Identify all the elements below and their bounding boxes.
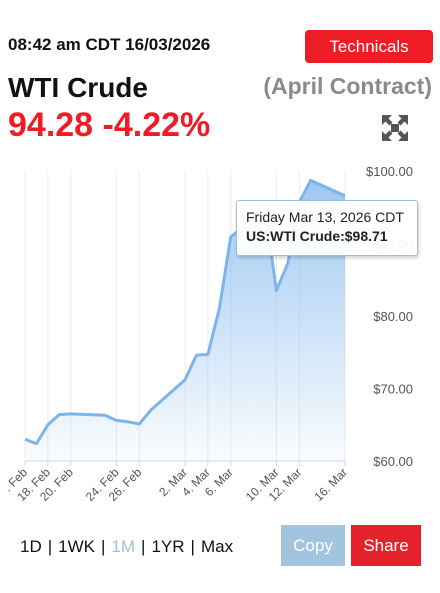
data-point [126, 420, 130, 424]
price-display: 94.28 -4.22% [8, 106, 210, 145]
data-point [309, 178, 313, 182]
data-point [217, 307, 221, 311]
data-point [57, 413, 61, 417]
range-selector: 1D | 1WK | 1M | 1YR | Max [20, 537, 233, 557]
data-point [103, 413, 107, 417]
tooltip-value-row: US:WTI Crude:$98.71 [246, 227, 408, 246]
y-tick-label: $70.00 [373, 382, 413, 397]
range-1yr[interactable]: 1YR [151, 537, 185, 556]
data-point [137, 422, 141, 426]
tooltip-value: $98.71 [344, 228, 388, 244]
expand-arrows-icon[interactable] [381, 114, 409, 142]
technicals-button[interactable]: Technicals [305, 30, 433, 63]
data-point [286, 261, 290, 265]
y-tick-label: $80.00 [373, 309, 413, 324]
timestamp: 08:42 am CDT 16/03/2026 [8, 35, 211, 54]
data-point [206, 352, 210, 356]
chart-tooltip: Friday Mar 13, 2026 CDT US:WTI Crude:$98… [236, 200, 418, 256]
x-tick-label: 16. Mar [311, 465, 350, 504]
data-point [183, 378, 187, 382]
range-separator: | [101, 537, 106, 556]
data-point [343, 194, 347, 198]
share-button[interactable]: Share [351, 525, 421, 566]
page-title: WTI Crude [8, 72, 148, 103]
range-separator: | [190, 537, 195, 556]
data-point [23, 437, 27, 441]
range-separator: | [47, 537, 53, 556]
y-tick-label: $60.00 [373, 454, 413, 469]
range-1d[interactable]: 1D [20, 537, 42, 556]
range-1wk[interactable]: 1WK [58, 537, 95, 556]
range-separator: | [141, 537, 146, 556]
data-point [194, 353, 198, 357]
data-point [46, 423, 50, 427]
range-max[interactable]: Max [200, 537, 234, 556]
data-point [114, 418, 118, 422]
tooltip-date: Friday Mar 13, 2026 CDT [246, 209, 404, 225]
data-point [149, 408, 153, 412]
price-line [24, 178, 346, 446]
price-value: 94.28 [8, 106, 94, 144]
data-point [69, 412, 73, 416]
contract-label: (April Contract) [263, 73, 432, 99]
y-tick-label: $100.00 [366, 164, 413, 179]
tooltip-label: US:WTI Crude: [246, 228, 345, 244]
copy-button[interactable]: Copy [281, 525, 345, 566]
range-1m[interactable]: 1M [111, 537, 136, 556]
data-point [274, 289, 278, 293]
data-point [34, 442, 38, 446]
price-change: -4.22% [102, 106, 211, 144]
data-point [229, 235, 233, 239]
